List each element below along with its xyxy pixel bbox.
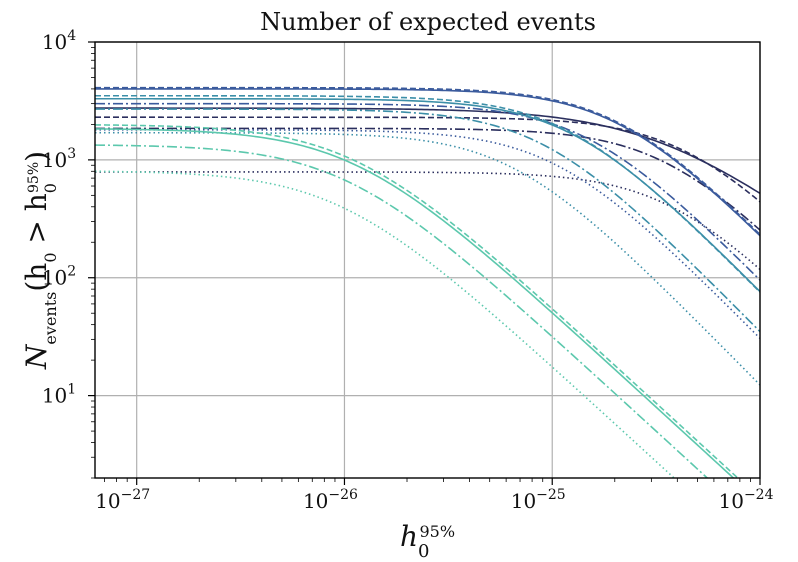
y-axis-label: Nevents(h0 > h095%): [20, 151, 60, 370]
axis-ticks: [88, 41, 761, 485]
x-tick-label: 10−24: [719, 487, 774, 513]
series-a-dashed: [95, 116, 760, 203]
tick-labels: 10−27 10−26 10−25 10−24 101 102 103 104: [42, 28, 774, 513]
series-c-dashed: [95, 94, 760, 293]
x-tick-label: 10−25: [511, 487, 566, 513]
series-curves: [95, 86, 760, 478]
series-b-dashdot: [95, 102, 760, 281]
plot-frame: [94, 41, 761, 479]
series-d-dashed: [95, 124, 739, 478]
series-c-dashdot: [95, 108, 760, 333]
series-b-solid: [95, 88, 760, 237]
series-a-solid: [95, 107, 760, 195]
x-axis-label: h095%: [400, 520, 455, 562]
series-d-dotted: [95, 170, 676, 478]
x-tick-label: 10−27: [95, 487, 150, 513]
series-d-solid: [95, 128, 735, 478]
x-tick-label: 10−26: [303, 487, 358, 513]
series-c-dotted: [95, 131, 760, 386]
series-d-dashdot: [95, 144, 709, 478]
series-a-dotted: [95, 171, 760, 270]
y-tick-label: 101: [42, 382, 76, 408]
y-tick-label: 104: [42, 28, 76, 54]
series-a-dashdot: [95, 127, 760, 231]
series-b-dashed: [95, 86, 760, 236]
series-b-dotted: [95, 128, 760, 339]
y-tick-label: 103: [42, 146, 76, 172]
y-tick-label: 102: [42, 264, 76, 290]
chart-title: Number of expected events: [260, 8, 596, 36]
